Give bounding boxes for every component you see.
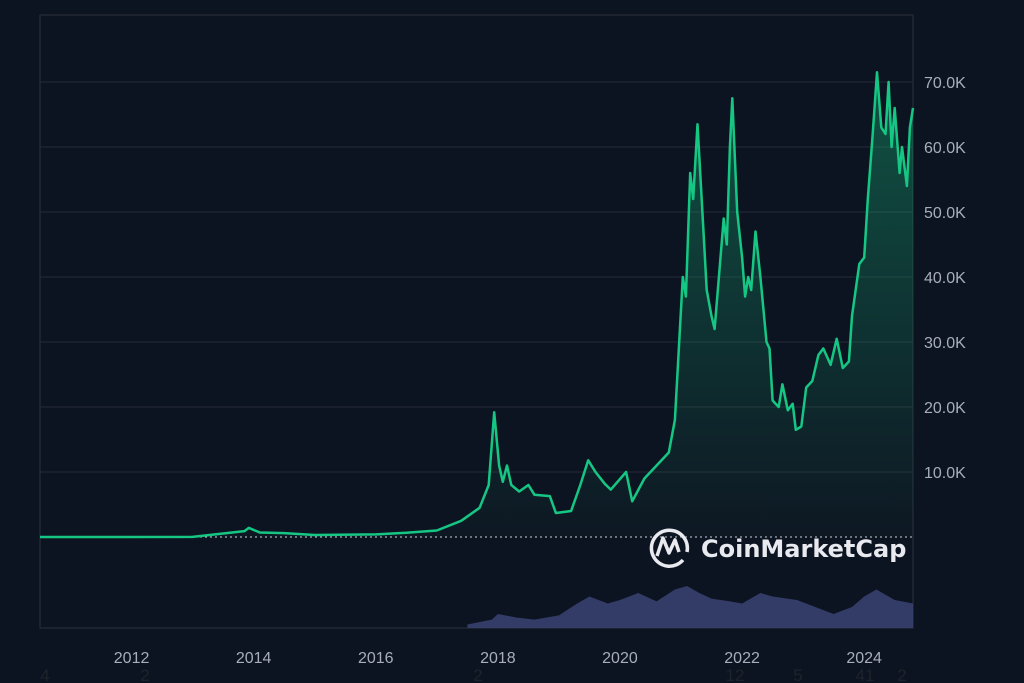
y-tick-label: 20.0K (924, 400, 966, 417)
x-tick-label: 2018 (480, 650, 516, 667)
stray-number: 12 (726, 666, 745, 683)
price-area-fill (40, 72, 913, 538)
y-tick-label: 50.0K (924, 205, 966, 222)
y-tick-label: 60.0K (924, 140, 966, 157)
y-tick-label: 70.0K (924, 75, 966, 92)
x-tick-label: 2022 (724, 650, 760, 667)
coinmarketcap-watermark: CoinMarketCap (649, 528, 906, 568)
x-tick-label: 2024 (846, 650, 882, 667)
y-tick-label: 30.0K (924, 335, 966, 352)
stray-number: 2 (140, 666, 149, 683)
stray-number: 5 (793, 666, 802, 683)
stray-number: 41 (856, 666, 875, 683)
y-tick-label: 40.0K (924, 270, 966, 287)
price-line (39, 71, 915, 539)
stray-number: 2 (897, 666, 906, 683)
stray-number: 2 (473, 666, 482, 683)
y-axis: 10.0K 20.0K 30.0K 40.0K 50.0K 60.0K 70.0K (924, 75, 966, 482)
x-tick-label: 2016 (358, 650, 394, 667)
volume-area (467, 586, 913, 628)
volume-series (467, 586, 913, 628)
x-tick-label: 2020 (602, 650, 638, 667)
watermark-text: CoinMarketCap (701, 535, 906, 563)
y-tick-label: 10.0K (924, 465, 966, 482)
price-series (39, 71, 915, 539)
x-tick-label: 2012 (114, 650, 150, 667)
coinmarketcap-logo-icon (649, 528, 690, 568)
x-axis: 2012 2014 2016 2018 2020 2022 2024 (114, 650, 882, 667)
x-tick-label: 2014 (236, 650, 272, 667)
stray-number: 4 (40, 666, 49, 683)
stray-numbers: 4 2 2 12 5 41 2 (40, 666, 906, 683)
